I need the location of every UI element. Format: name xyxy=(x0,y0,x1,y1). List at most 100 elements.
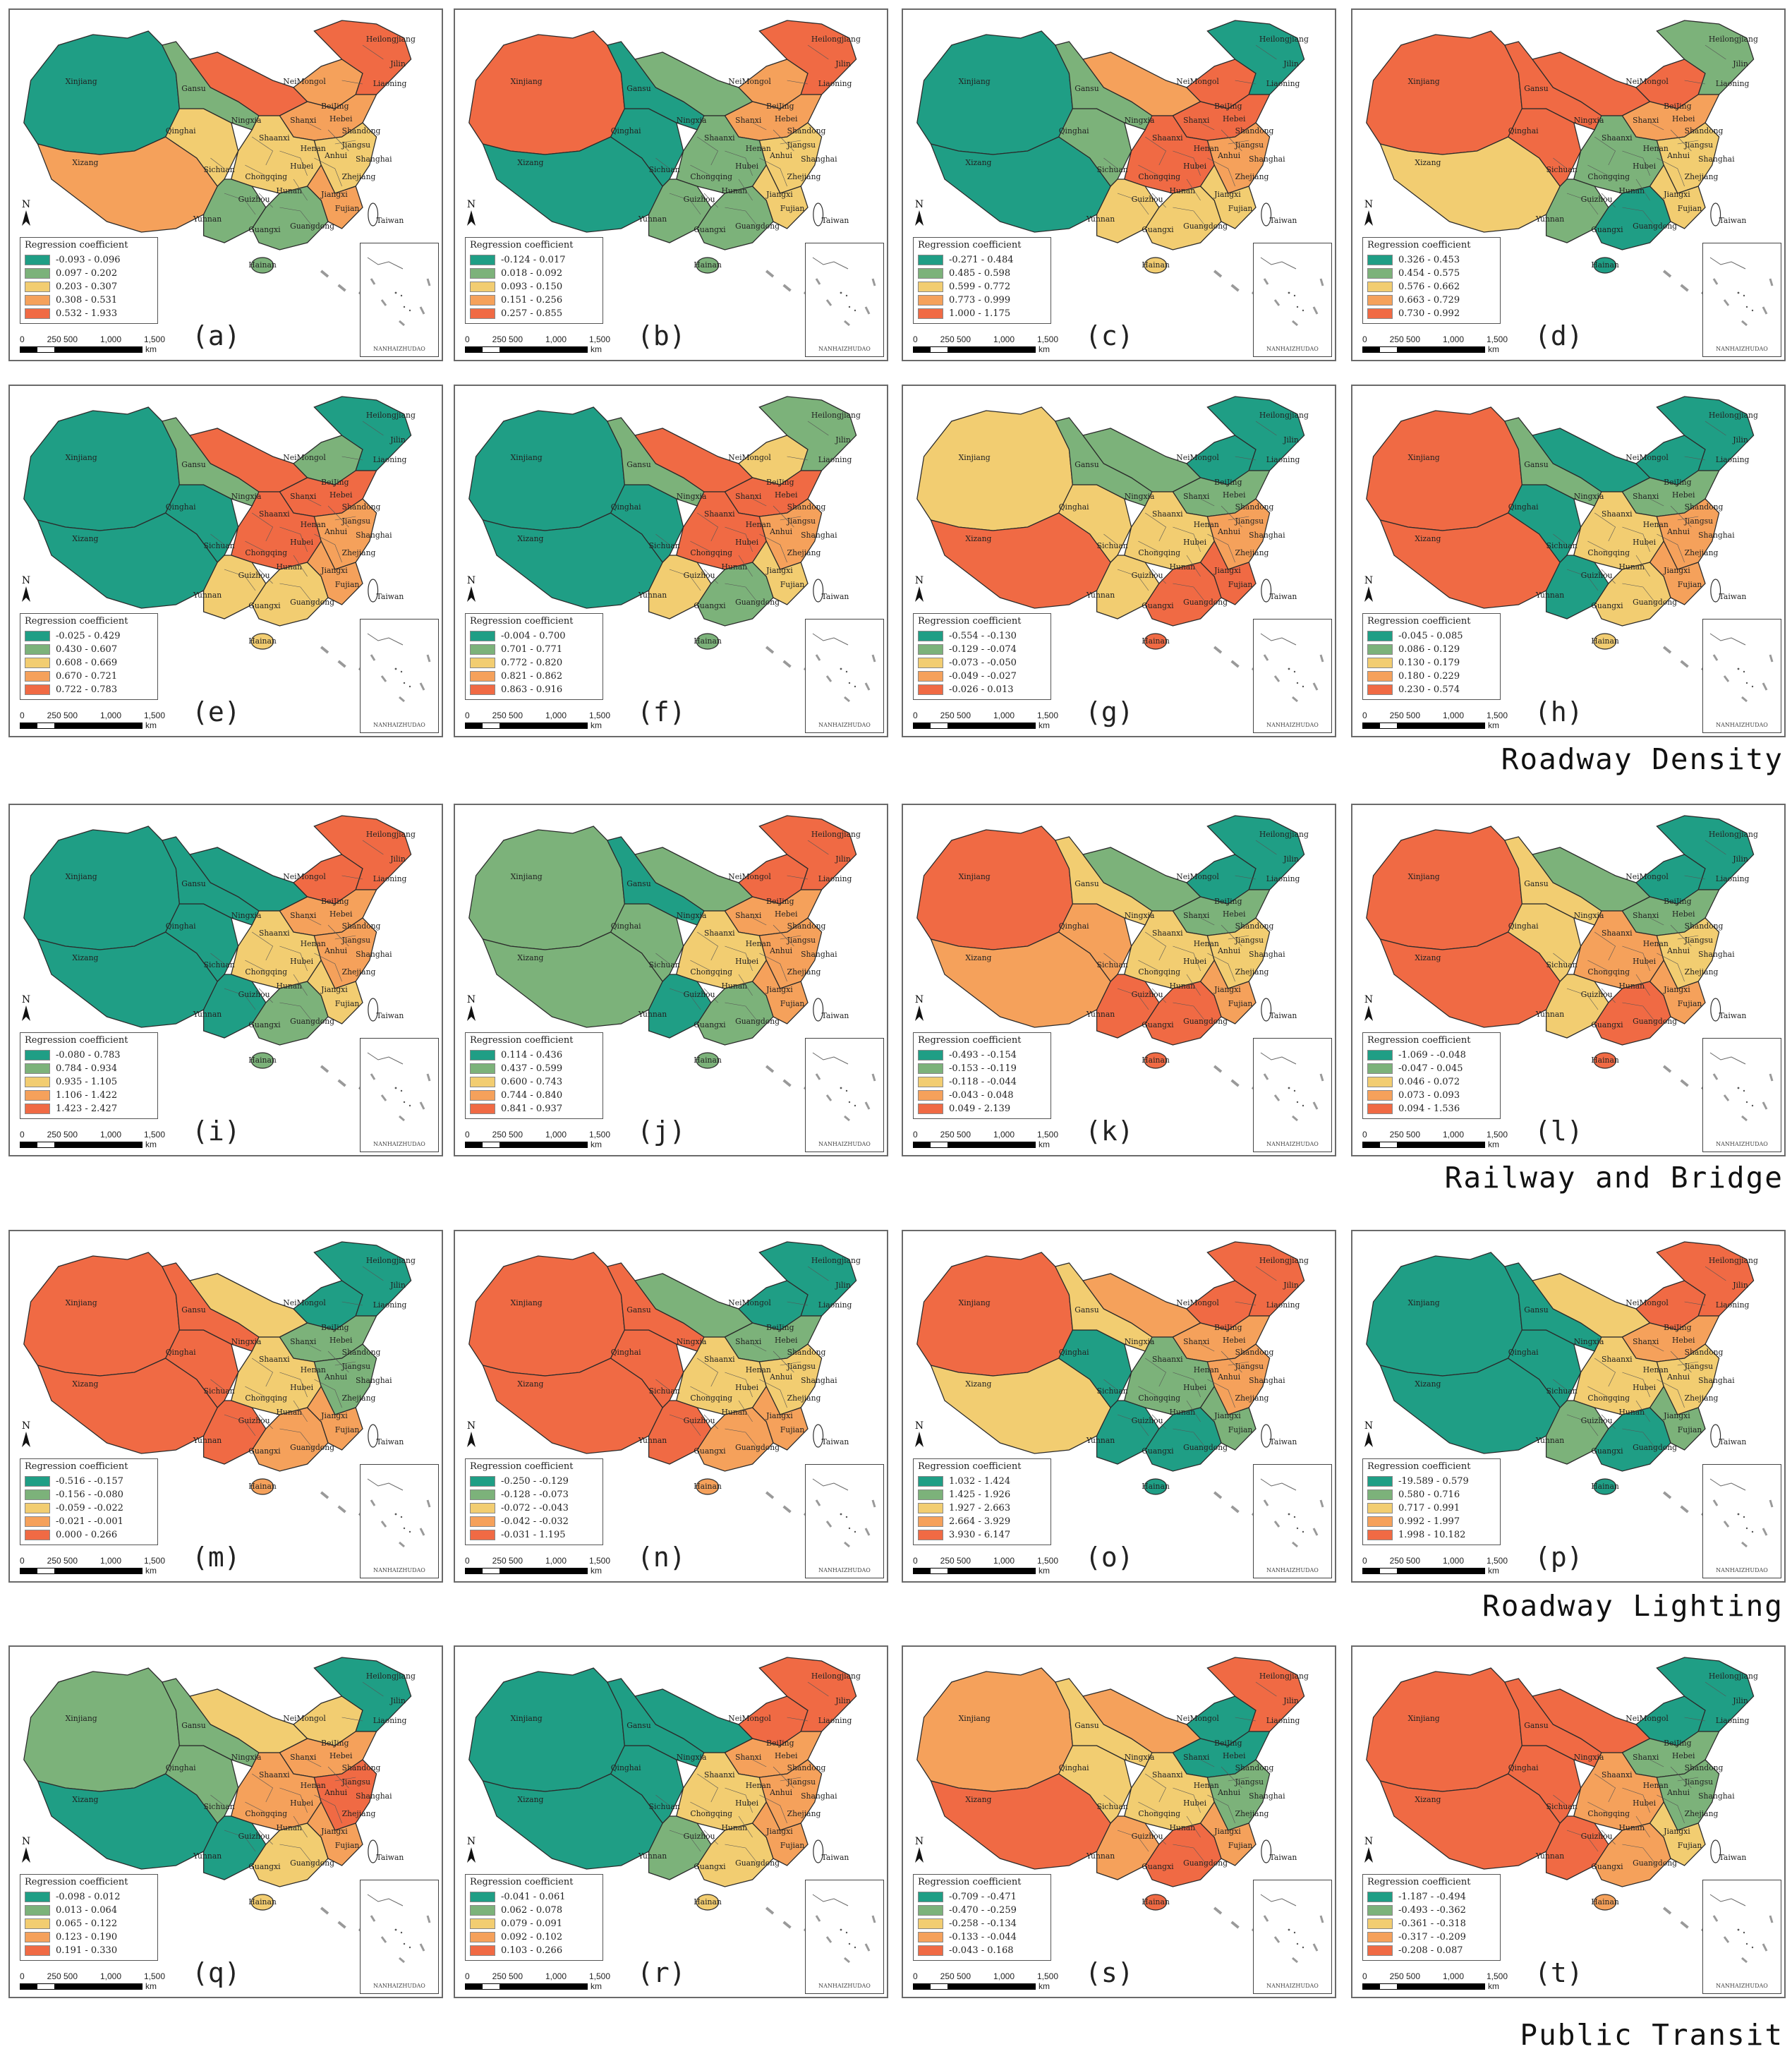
province-label: Shaanxi xyxy=(259,929,290,938)
north-arrow-shape xyxy=(467,586,476,602)
province-label: Hebei xyxy=(329,1751,353,1760)
province-label: Xizang xyxy=(1415,534,1441,543)
region-northeast xyxy=(1206,20,1305,95)
boundary-line xyxy=(1103,1379,1118,1391)
legend-class-range: 0.992 - 1.997 xyxy=(1398,1516,1460,1527)
boundary-line xyxy=(787,456,809,461)
legend-item: 1.106 - 1.422 xyxy=(25,1089,153,1102)
legend-class-range: -0.317 - -0.209 xyxy=(1398,1932,1466,1942)
boundary-line xyxy=(341,1301,363,1306)
legend-item: 0.094 - 1.536 xyxy=(1367,1102,1496,1116)
legend-class-range: -0.258 - -0.134 xyxy=(949,1918,1017,1929)
legend-class-range: 1.998 - 10.182 xyxy=(1398,1530,1466,1540)
legend-swatch xyxy=(918,1476,943,1487)
province-label: Gansu xyxy=(1074,460,1098,469)
region-northeast xyxy=(313,1657,412,1732)
region-taiwan xyxy=(1710,1424,1721,1448)
boundary-line xyxy=(780,935,801,940)
scale-bar-graphic xyxy=(465,1983,588,1990)
province-label: Hebei xyxy=(1223,114,1246,123)
province-label: Yunnan xyxy=(638,591,667,600)
inset-map xyxy=(367,257,431,327)
province-label: Jiangsu xyxy=(341,1362,370,1371)
legend-item: -0.093 - 0.096 xyxy=(25,253,153,267)
boundary-line xyxy=(1173,1372,1201,1398)
province-label: Hunan xyxy=(1619,1408,1645,1417)
province-label: Gansu xyxy=(1524,879,1548,888)
province-label: Xizang xyxy=(1415,1379,1441,1389)
scale-tick-label: 1,500 xyxy=(143,1556,165,1566)
scale-bar: 0 250 500 1,000 1,500 km xyxy=(465,1130,610,1149)
boundary-line xyxy=(1684,1717,1706,1722)
province-label: Taiwan xyxy=(1270,1853,1297,1862)
legend-class-range: -0.004 - 0.700 xyxy=(501,631,566,641)
province-label: Guangdong xyxy=(290,1017,334,1026)
legend-item: 0.730 - 0.992 xyxy=(1367,307,1496,320)
legend-class-range: 0.093 - 0.150 xyxy=(501,282,563,292)
boundary-line xyxy=(258,1830,273,1845)
province-label: Liaoning xyxy=(1266,874,1300,883)
legend: Regression coefficient -0.516 - -0.157 -0.… xyxy=(20,1458,158,1545)
boundary-line xyxy=(1553,1379,1568,1391)
province-label: Hebei xyxy=(1223,1336,1246,1345)
legend-class-range: 1.927 - 2.663 xyxy=(949,1503,1011,1513)
boundary-line xyxy=(1145,136,1166,166)
province-label: Heilongjiang xyxy=(1259,411,1309,420)
province-label: Shanghai xyxy=(356,155,392,164)
china-choropleth-map: XinjiangXizangQinghaiGansuNeiMongolHeilo… xyxy=(916,1657,1309,1936)
province-label: Jilin xyxy=(835,435,851,445)
china-choropleth-map: XinjiangXizangQinghaiGansuNeiMongolHeilo… xyxy=(23,815,416,1094)
legend-class-range: -0.072 - -0.043 xyxy=(501,1503,569,1513)
boundary-line xyxy=(1670,1766,1692,1789)
legend-item: 0.230 - 0.574 xyxy=(1367,683,1496,696)
province-label: Gansu xyxy=(626,1305,650,1314)
province-label: Guizhou xyxy=(238,571,270,580)
legend-item: 0.701 - 0.771 xyxy=(470,643,598,656)
legend-swatch xyxy=(25,1050,50,1060)
legend-class-range: -0.493 - -0.362 xyxy=(1398,1905,1466,1916)
scale-bar-graphic xyxy=(913,1141,1036,1148)
legend-item: 0.130 - 0.179 xyxy=(1367,656,1496,670)
inset-map xyxy=(812,1052,876,1122)
province-label: Jilin xyxy=(835,1281,851,1290)
province-label: Taiwan xyxy=(1270,592,1297,601)
legend-swatch xyxy=(470,684,495,695)
province-label: Shandong xyxy=(787,126,826,135)
legend-item: -0.004 - 0.700 xyxy=(470,629,598,643)
province-label: Sichuan xyxy=(1546,1802,1578,1811)
boundary-line xyxy=(655,157,670,169)
province-label: Henan xyxy=(746,1365,771,1374)
province-label: Shaanxi xyxy=(704,1355,735,1364)
boundary-line xyxy=(807,1681,829,1697)
boundary-line xyxy=(697,931,718,961)
map-panel: Xinjiang Xizang Qinghai Gansu NeiMongol Heilo… xyxy=(1351,385,1786,737)
province-label: Xizang xyxy=(72,1379,98,1389)
boundary-line xyxy=(759,157,787,187)
region-northeast xyxy=(1656,20,1755,95)
region-xinjiang xyxy=(468,30,625,155)
province-label: Yunnan xyxy=(1086,1010,1115,1019)
region-hainan xyxy=(1144,1052,1168,1069)
region-hainan xyxy=(1593,1894,1617,1911)
inset-title: NANHAIZHUDAO xyxy=(373,722,425,728)
legend-swatch xyxy=(25,1905,50,1916)
legend-item: 3.930 - 6.147 xyxy=(918,1528,1046,1542)
boundary-line xyxy=(327,505,349,528)
boundary-line xyxy=(1587,1386,1609,1398)
legend-item: -0.043 - 0.048 xyxy=(918,1089,1046,1102)
scale-tick-label: 1,500 xyxy=(588,1130,610,1140)
legend-swatch xyxy=(1367,1090,1393,1101)
legend-item: -0.317 - -0.209 xyxy=(1367,1930,1496,1944)
boundary-line xyxy=(1677,140,1699,145)
legend-swatch xyxy=(25,1090,50,1101)
province-label: Jilin xyxy=(1732,1281,1748,1290)
scale-tick-label: 0 xyxy=(1362,334,1367,344)
boundary-line xyxy=(1622,1844,1657,1866)
legend-swatch xyxy=(1367,1476,1393,1487)
province-label: Jiangxi xyxy=(320,1827,348,1836)
legend-swatch xyxy=(25,282,50,292)
province-label: Xizang xyxy=(517,1379,543,1389)
legend-swatch xyxy=(918,1892,943,1902)
legend-class-range: 0.701 - 0.771 xyxy=(501,644,563,655)
scale-tick-label: 1,000 xyxy=(545,1556,567,1566)
